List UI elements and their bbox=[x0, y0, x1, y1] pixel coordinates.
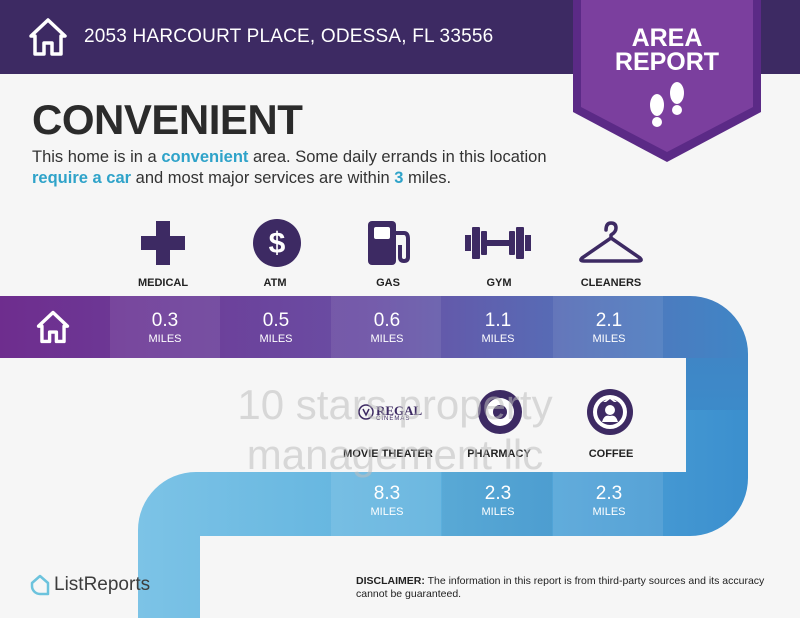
starbucks-logo bbox=[587, 389, 633, 435]
hanger-icon bbox=[579, 221, 643, 263]
gym-distance: 1.1 MILES bbox=[481, 310, 515, 346]
medical-cross-icon bbox=[141, 221, 185, 265]
gym-label: GYM bbox=[486, 277, 512, 289]
home-start-icon bbox=[36, 310, 70, 344]
medical-label: MEDICAL bbox=[137, 277, 189, 289]
convenience-rating: CONVENIENT bbox=[32, 96, 303, 143]
cleaners-label: CLEANERS bbox=[580, 277, 642, 289]
badge-title: AREA REPORT bbox=[614, 24, 720, 76]
house-icon bbox=[29, 18, 67, 56]
gas-pump-icon bbox=[368, 221, 410, 265]
summary-text: This home is in a convenient area. Some … bbox=[32, 148, 547, 187]
dollar-icon: $ bbox=[253, 219, 301, 267]
movie-theater-distance: 8.3 MILES bbox=[370, 483, 404, 519]
regal-cinemas-logo: REGAL CINEMAS bbox=[352, 394, 422, 434]
dumbbell-icon bbox=[465, 227, 531, 259]
listreports-logo-icon bbox=[30, 574, 50, 596]
medical-distance: 0.3 MILES bbox=[148, 310, 182, 346]
coffee-label: COFFEE bbox=[588, 448, 634, 460]
movie-theater-label: MOVIE THEATER bbox=[343, 448, 433, 460]
property-address: 2053 HARCOURT PLACE, ODESSA, FL 33556 bbox=[84, 26, 494, 47]
coffee-distance: 2.3 MILES bbox=[592, 483, 626, 519]
atm-label: ATM bbox=[263, 277, 287, 289]
atm-distance: 0.5 MILES bbox=[259, 310, 293, 346]
footprints-icon bbox=[650, 82, 684, 127]
regal-crest-icon bbox=[358, 404, 374, 420]
pharmacy-distance: 2.3 MILES bbox=[481, 483, 515, 519]
svg-text:$: $ bbox=[269, 227, 286, 260]
target-logo bbox=[478, 390, 522, 434]
disclaimer: DISCLAIMER: The information in this repo… bbox=[356, 575, 765, 600]
gas-distance: 0.6 MILES bbox=[370, 310, 404, 346]
gas-label: GAS bbox=[376, 277, 400, 289]
cleaners-distance: 2.1 MILES bbox=[592, 310, 626, 346]
area-report-badge bbox=[573, 0, 761, 162]
pharmacy-label: PHARMACY bbox=[467, 448, 531, 460]
listreports-logo: ListReports bbox=[54, 574, 151, 595]
